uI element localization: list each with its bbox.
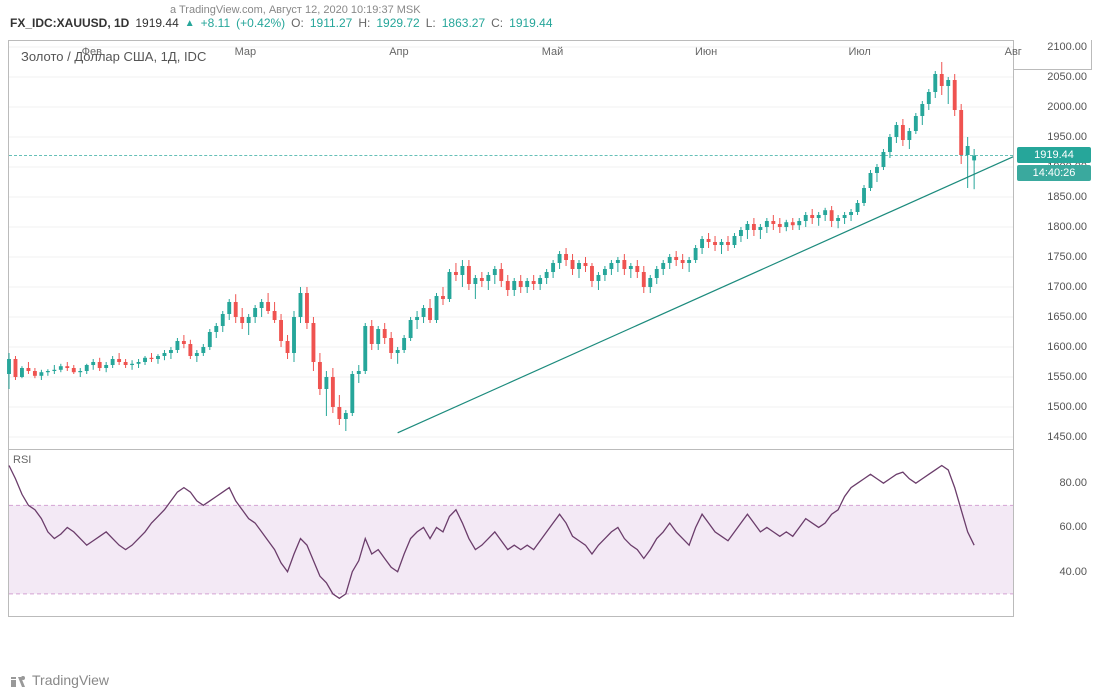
price-change-pct: (+0.42%) <box>236 16 285 30</box>
tradingview-logo-icon <box>10 672 28 690</box>
time-tick-label: Июл <box>848 46 870 58</box>
price-tick-label: 1700.00 <box>1047 281 1087 293</box>
low-value: 1863.27 <box>442 16 485 30</box>
chart-header: a TradingView.com, Август 12, 2020 10:19… <box>0 0 1100 34</box>
close-value: 1919.44 <box>509 16 552 30</box>
rsi-tick-label: 40.00 <box>1059 566 1087 578</box>
open-value: 1911.27 <box>310 16 353 30</box>
price-tick-label: 2100.00 <box>1047 41 1087 53</box>
price-tick-label: 1950.00 <box>1047 131 1087 143</box>
price-tick-label: 2000.00 <box>1047 101 1087 113</box>
price-tick-label: 1600.00 <box>1047 341 1087 353</box>
rsi-tick-label: 60.00 <box>1059 521 1087 533</box>
price-tick-label: 1450.00 <box>1047 431 1087 443</box>
price-change: +8.11 <box>201 16 230 30</box>
price-chart-panel[interactable]: Золото / Доллар США, 1Д, IDC 1450.001500… <box>8 40 1014 450</box>
price-plot[interactable] <box>9 41 1013 449</box>
price-tick-label: 1650.00 <box>1047 311 1087 323</box>
current-price-tag: 1919.44 <box>1017 147 1091 163</box>
watermark-text: TradingView <box>32 672 109 688</box>
rsi-y-axis[interactable]: 40.00 60.00 80.00 <box>1013 450 1091 616</box>
price-tick-label: 1850.00 <box>1047 191 1087 203</box>
high-value: 1929.72 <box>376 16 419 30</box>
price-tick-label: 2050.00 <box>1047 71 1087 83</box>
price-tick-label: 1750.00 <box>1047 251 1087 263</box>
symbol-label[interactable]: FX_IDC:XAUUSD, 1D <box>10 16 129 30</box>
rsi-panel[interactable]: RSI 40.0060.0080.00 <box>8 449 1014 617</box>
time-tick-label: Фев <box>82 46 102 58</box>
last-price: 1919.44 <box>135 16 178 30</box>
countdown-tag: 14:40:26 <box>1017 165 1091 181</box>
time-tick-label: Апр <box>389 46 408 58</box>
open-label: O: <box>291 16 304 30</box>
price-tick-label: 1500.00 <box>1047 401 1087 413</box>
price-tick-label: 1550.00 <box>1047 371 1087 383</box>
time-tick-label: Авг <box>1005 46 1022 58</box>
low-label: L: <box>426 16 436 30</box>
header-timestamp: a TradingView.com, Август 12, 2020 10:19… <box>10 4 1090 16</box>
rsi-tick-label: 80.00 <box>1059 477 1087 489</box>
up-arrow-icon: ▲ <box>185 18 195 29</box>
rsi-plot[interactable] <box>9 450 1013 616</box>
price-tick-label: 1800.00 <box>1047 221 1087 233</box>
high-label: H: <box>358 16 370 30</box>
time-tick-label: Май <box>542 46 564 58</box>
close-label: C: <box>491 16 503 30</box>
time-tick-label: Июн <box>695 46 717 58</box>
time-tick-label: Мар <box>235 46 257 58</box>
price-y-axis[interactable]: 1450.00 1500.00 1550.00 1600.00 1650.00 1700.… <box>1013 41 1091 449</box>
tradingview-watermark: TradingView <box>10 672 109 690</box>
